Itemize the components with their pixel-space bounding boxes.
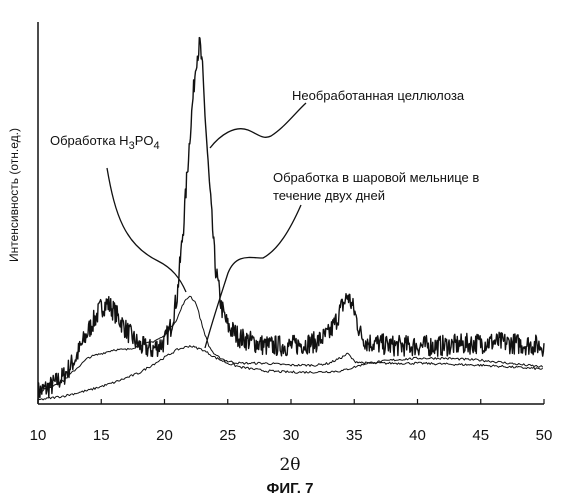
- x-tick-label: 10: [30, 427, 47, 444]
- x-axis-label: 2θ: [279, 455, 300, 475]
- x-tick-label: 35: [346, 427, 363, 444]
- y-axis-label: Интенсивность (отн.ед.): [7, 128, 21, 262]
- figure-caption: ФИГ. 7: [267, 480, 314, 497]
- x-tick-label: 45: [472, 427, 489, 444]
- x-ticks: 10 15 20 25 30 35 40 45 50: [30, 399, 553, 444]
- leader-untreated: [210, 103, 306, 148]
- x-tick-label: 30: [283, 427, 300, 444]
- annotation-untreated: Необработанная целлюлоза: [292, 88, 465, 103]
- leader-ballmill: [205, 205, 301, 348]
- x-tick-label: 20: [156, 427, 173, 444]
- series-line-0: [38, 38, 544, 403]
- leader-h3po4: [107, 168, 186, 292]
- annotation-h3po4: Обработка H3PO4: [50, 133, 160, 152]
- series-line-2: [38, 346, 543, 400]
- x-tick-label: 25: [219, 427, 236, 444]
- annotation-ballmill-line1: Обработка в шаровой мельнице в: [273, 170, 479, 185]
- annotation-ballmill-line2: течение двух дней: [273, 188, 385, 203]
- series-layer: [38, 38, 544, 403]
- x-tick-label: 15: [93, 427, 110, 444]
- x-tick-label: 50: [536, 427, 553, 444]
- x-tick-label: 40: [409, 427, 426, 444]
